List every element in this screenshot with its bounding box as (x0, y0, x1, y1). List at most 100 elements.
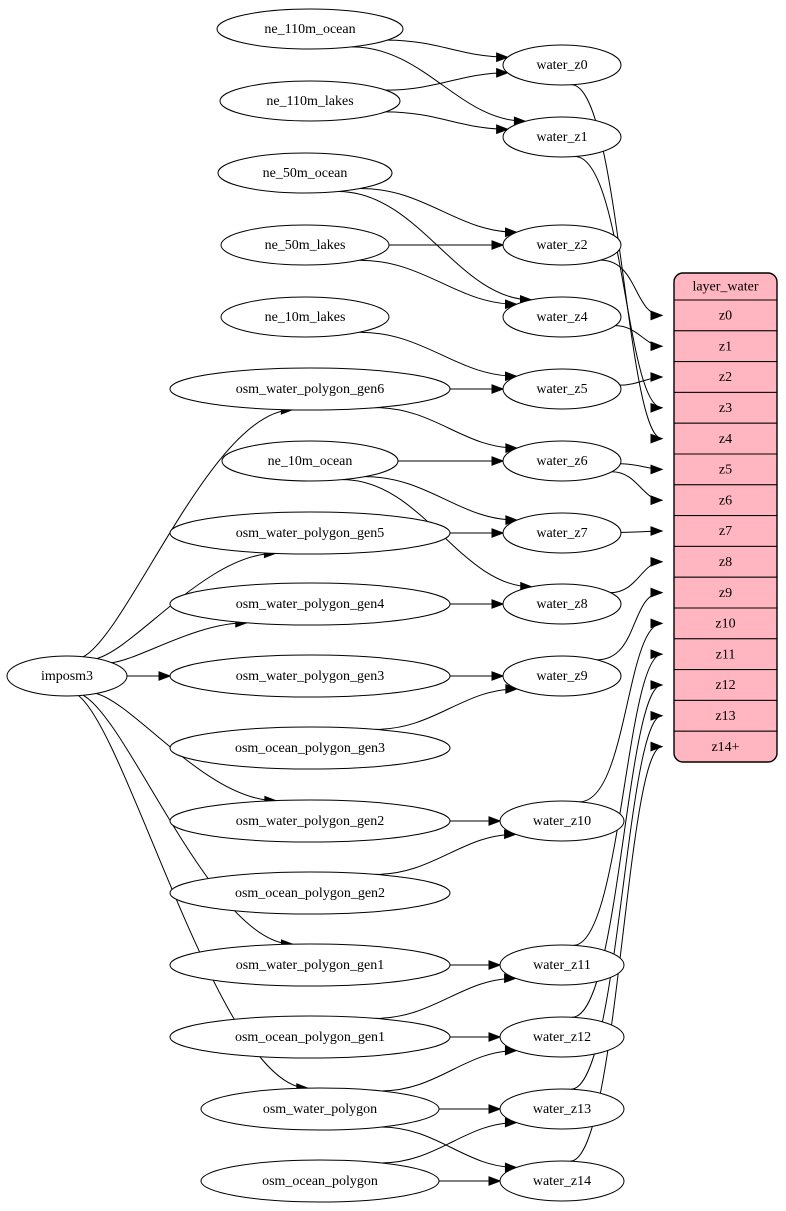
edge-arrowhead (650, 556, 664, 567)
edge-arrowhead (650, 526, 664, 536)
graph-node-water_z9[interactable]: water_z9 (502, 655, 622, 697)
edge-water_z11-to-z11 (573, 653, 663, 946)
graph-node-water_z12[interactable]: water_z12 (499, 1016, 625, 1058)
graph-node-osm_ocean_polygon_gen3[interactable]: osm_ocean_polygon_gen3 (169, 726, 451, 770)
row-label: z9 (719, 586, 732, 601)
edge-osm_ocean_polygon_gen2-to-water_z10 (375, 833, 516, 875)
layer-table-row-z2[interactable]: z2 (674, 361, 777, 393)
edge-ne_50m_ocean-to-water_z4 (338, 191, 532, 301)
layer-table-row-z7[interactable]: z7 (674, 515, 777, 547)
node-layer: imposm3 ne_110m_ocean ne_110m_lakes ne_50m_… (6, 8, 625, 1203)
graph-node-osm_water_polygon_gen2[interactable]: osm_water_polygon_gen2 (169, 799, 451, 843)
layer-table-row-z5[interactable]: z5 (674, 453, 777, 486)
row-label: z4 (719, 432, 732, 447)
edge-arrowhead (496, 67, 510, 78)
node-shape (219, 80, 401, 122)
edge-arrowhead (491, 384, 505, 394)
edge-arrowhead (496, 52, 510, 63)
layer-table-row-z12[interactable]: z12 (674, 669, 777, 701)
node-label: ne_10m_ocean (268, 454, 353, 469)
edge-osm_ocean_polygon_gen1-to-water_z11 (375, 977, 516, 1019)
edge-ne_110m_lakes-to-water_z0 (385, 72, 508, 91)
row-label: z14+ (711, 740, 739, 755)
graph-node-water_z11[interactable]: water_z11 (499, 944, 625, 986)
node-label: ne_50m_ocean (263, 166, 348, 181)
node-shape (6, 655, 128, 697)
node-shape (499, 1160, 625, 1202)
node-label: water_z9 (536, 669, 587, 684)
node-label: osm_water_polygon_gen3 (236, 669, 385, 684)
node-shape (217, 152, 393, 194)
graph-node-water_z13[interactable]: water_z13 (499, 1088, 625, 1130)
node-label: water_z4 (536, 310, 587, 325)
graph-node-ne_50m_ocean[interactable]: ne_50m_ocean (217, 152, 393, 194)
edge-arrowhead (496, 124, 510, 135)
graph-node-osm_ocean_polygon_gen1[interactable]: osm_ocean_polygon_gen1 (169, 1015, 451, 1059)
node-shape (221, 440, 399, 482)
edge-ne_110m_ocean-to-water_z1 (351, 46, 526, 122)
row-label: z10 (715, 617, 735, 632)
graph-node-ne_110m_lakes[interactable]: ne_110m_lakes (219, 80, 401, 122)
edge-osm_ocean_polygon-to-water_z13 (380, 1122, 517, 1164)
row-cell (674, 330, 777, 363)
row-label: z3 (719, 401, 732, 416)
node-label: water_z2 (536, 238, 587, 253)
node-shape (502, 224, 622, 266)
row-label: z11 (716, 647, 736, 662)
layer-table-row-z9[interactable]: z9 (674, 576, 777, 609)
layer-table-row-z0[interactable]: z0 (674, 299, 777, 332)
graph-node-imposm3[interactable]: imposm3 (6, 655, 128, 697)
graph-node-water_z10[interactable]: water_z10 (499, 800, 625, 842)
graph-node-water_z14[interactable]: water_z14 (499, 1160, 625, 1202)
layer-water-table[interactable]: layer_water z0 z1 z2 z3 z4 z5 z6 z7 z8 z9 z10 z11 z12… (673, 272, 778, 763)
node-shape (169, 871, 451, 915)
graph-node-water_z0[interactable]: water_z0 (502, 44, 622, 86)
node-shape (169, 799, 451, 843)
node-shape (502, 368, 622, 410)
layer-table-row-z10[interactable]: z10 (674, 607, 777, 640)
graph-node-ne_50m_lakes[interactable]: ne_50m_lakes (220, 224, 390, 266)
graph-node-osm_water_polygon_gen5[interactable]: osm_water_polygon_gen5 (169, 511, 451, 555)
layer-table-row-z3[interactable]: z3 (674, 391, 777, 424)
node-shape (499, 944, 625, 986)
node-shape (502, 655, 622, 697)
layer-table-row-z14+[interactable]: z14+ (674, 730, 777, 762)
graph-node-osm_water_polygon_gen6[interactable]: osm_water_polygon_gen6 (169, 367, 451, 411)
graph-node-osm_ocean_polygon_gen2[interactable]: osm_ocean_polygon_gen2 (169, 871, 451, 915)
layer-table-row-z6[interactable]: z6 (674, 484, 777, 517)
layer-table-row-z1[interactable]: z1 (674, 330, 777, 363)
edge-arrowhead (491, 456, 505, 466)
graph-node-osm_ocean_polygon[interactable]: osm_ocean_polygon (200, 1159, 440, 1203)
node-label: ne_10m_lakes (265, 310, 346, 325)
graph-node-water_z4[interactable]: water_z4 (502, 296, 622, 338)
graph-node-ne_110m_ocean[interactable]: ne_110m_ocean (216, 8, 404, 50)
graph-node-osm_water_polygon_gen4[interactable]: osm_water_polygon_gen4 (169, 582, 451, 626)
graph-node-ne_10m_ocean[interactable]: ne_10m_ocean (221, 440, 399, 482)
graph-node-water_z2[interactable]: water_z2 (502, 224, 622, 266)
row-cell (674, 484, 777, 517)
graph-node-water_z6[interactable]: water_z6 (502, 440, 622, 482)
graph-node-water_z5[interactable]: water_z5 (502, 368, 622, 410)
layer-table-row-z13[interactable]: z13 (674, 699, 777, 732)
layer-table-row-z11[interactable]: z11 (674, 638, 777, 671)
node-label: osm_ocean_polygon (262, 1174, 378, 1189)
edge-osm_water_polygon-to-water_z14 (380, 1126, 517, 1168)
node-label: water_z13 (533, 1102, 591, 1117)
edge-arrowhead (650, 341, 664, 352)
layer-table-row-z4[interactable]: z4 (674, 422, 777, 455)
edge-arrowhead (491, 599, 505, 609)
graph-node-ne_10m_lakes[interactable]: ne_10m_lakes (220, 296, 390, 338)
graph-node-osm_water_polygon_gen3[interactable]: osm_water_polygon_gen3 (169, 654, 451, 698)
row-label: z13 (715, 709, 735, 724)
graph-node-water_z1[interactable]: water_z1 (502, 116, 622, 158)
graph-node-water_z8[interactable]: water_z8 (502, 583, 622, 625)
node-label: imposm3 (41, 669, 93, 684)
graph-node-osm_water_polygon[interactable]: osm_water_polygon (200, 1087, 440, 1131)
edge-ne_10m_ocean-to-water_z7 (364, 476, 517, 521)
graph-node-osm_water_polygon_gen1[interactable]: osm_water_polygon_gen1 (169, 943, 451, 987)
edge-ne_110m_lakes-to-water_z1 (385, 111, 508, 130)
layer-table-row-z8[interactable]: z8 (674, 545, 777, 578)
graph-node-water_z7[interactable]: water_z7 (502, 512, 622, 554)
node-shape (502, 512, 622, 554)
